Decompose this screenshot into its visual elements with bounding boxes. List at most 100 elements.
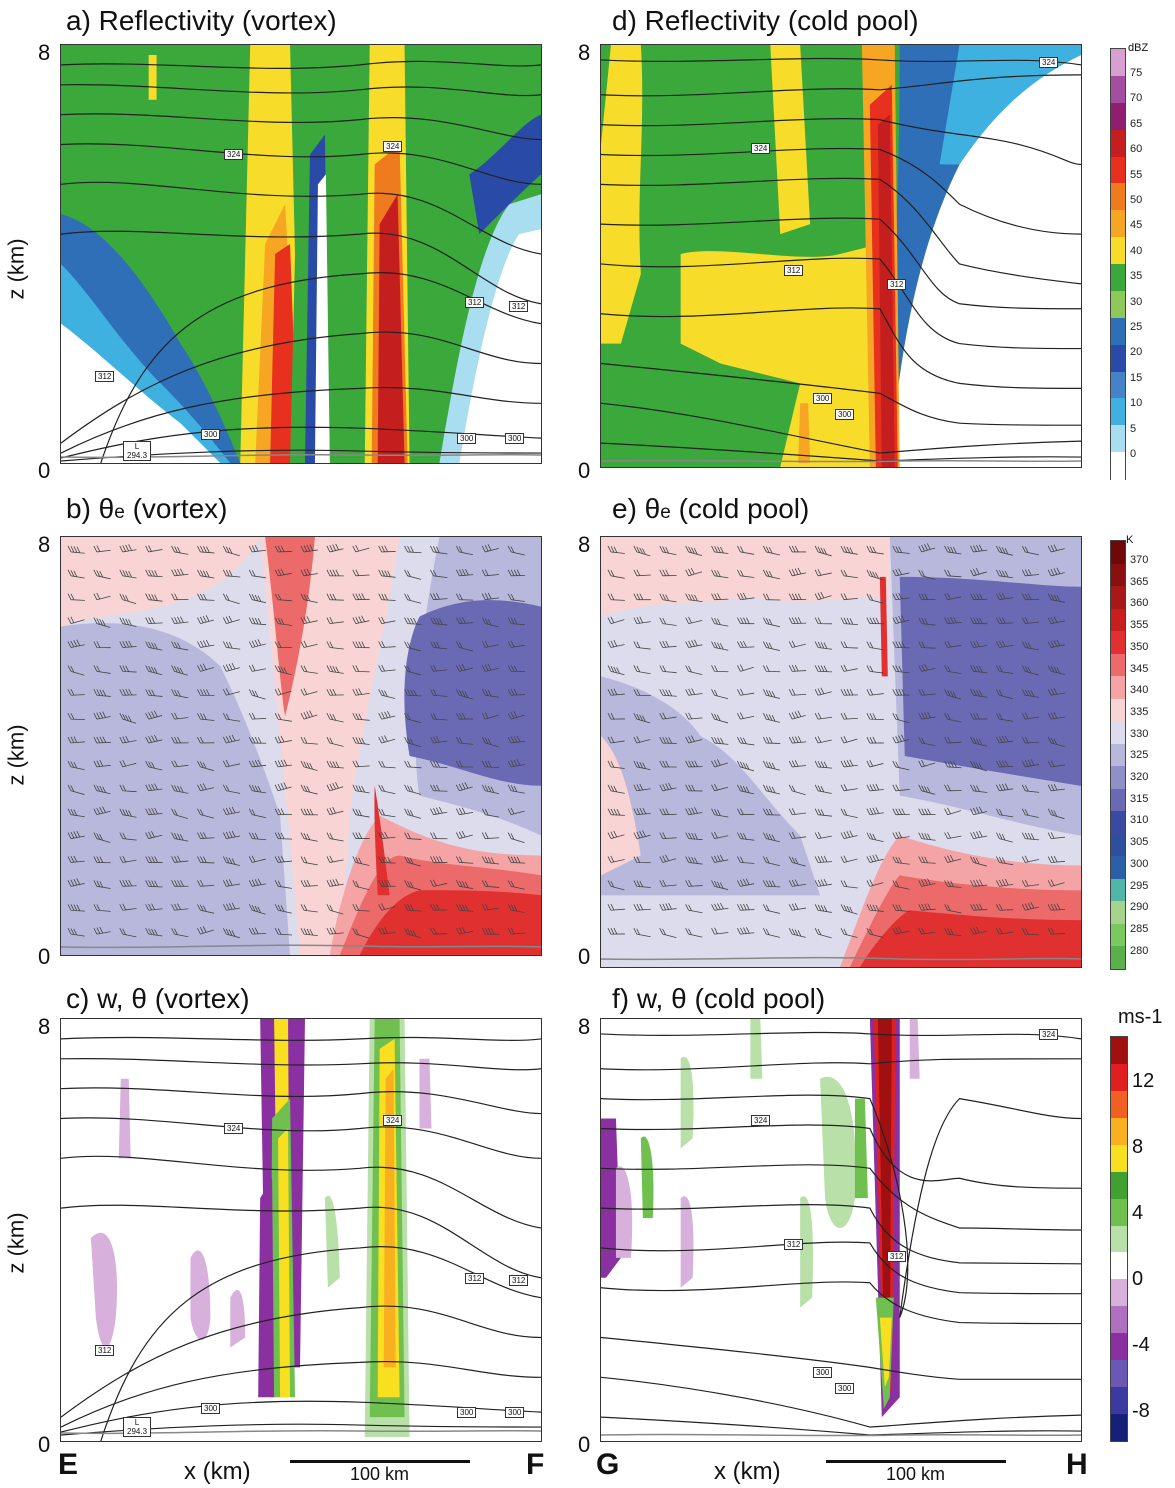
wind-barb bbox=[814, 545, 832, 557]
wind-barb bbox=[607, 855, 625, 863]
wind-barb bbox=[659, 689, 677, 697]
colorbar-segment bbox=[1111, 102, 1125, 131]
wind-barb bbox=[840, 641, 858, 649]
wind-barb bbox=[1021, 832, 1040, 841]
wind-barb bbox=[918, 927, 936, 935]
colorbar-segment bbox=[1111, 586, 1125, 610]
wind-barb bbox=[970, 879, 988, 887]
wind-barb bbox=[119, 544, 137, 553]
panel-c-contour-label: 300 bbox=[201, 1403, 221, 1414]
panel-b-plot bbox=[60, 536, 542, 956]
wind-barb bbox=[430, 617, 448, 626]
wind-barb bbox=[866, 879, 884, 887]
wind-barb bbox=[455, 641, 473, 652]
wind-barb bbox=[430, 927, 448, 935]
wind-barb bbox=[67, 927, 85, 937]
wind-barb bbox=[119, 640, 137, 648]
colorbar-tick-label: 360 bbox=[1130, 597, 1149, 610]
colorbar-tick-label: 285 bbox=[1130, 922, 1149, 935]
wind-barb bbox=[404, 880, 422, 891]
wind-barb bbox=[970, 617, 988, 625]
wind-barb bbox=[685, 760, 703, 768]
wind-barb bbox=[1021, 569, 1040, 577]
wind-barb bbox=[507, 569, 526, 577]
wind-barb bbox=[1047, 808, 1065, 820]
wind-barb bbox=[93, 880, 111, 889]
wind-barb bbox=[685, 880, 703, 887]
wind-barb bbox=[222, 856, 240, 866]
wind-barb bbox=[607, 712, 625, 720]
wind-barb bbox=[840, 712, 858, 720]
wind-barb bbox=[248, 664, 267, 672]
wind-barb bbox=[918, 641, 936, 649]
colorbar-tick-label: 10 bbox=[1130, 397, 1143, 410]
wind-barb bbox=[944, 592, 962, 601]
wind-barb bbox=[788, 640, 806, 648]
low-label-value: 294.3 bbox=[127, 451, 148, 460]
wind-barb bbox=[944, 784, 962, 792]
panel-e-ytick-top: 8 bbox=[578, 532, 591, 557]
wind-barb bbox=[93, 617, 111, 628]
wind-barb bbox=[840, 617, 858, 625]
wind-barb bbox=[222, 569, 241, 578]
colorbar-segment bbox=[1111, 344, 1125, 372]
wind-barb bbox=[970, 567, 987, 577]
colorbar-segment bbox=[1111, 264, 1125, 292]
wind-barb bbox=[378, 880, 396, 887]
wind-barb bbox=[197, 808, 214, 819]
panel-a-title: a) Reflectivity (vortex) bbox=[66, 5, 337, 36]
wind-barb bbox=[274, 759, 292, 768]
wind-barb bbox=[762, 713, 780, 723]
wind-barb bbox=[918, 832, 936, 841]
wind-barb bbox=[67, 545, 85, 554]
endpoint-label-g: G bbox=[596, 1448, 620, 1481]
wind-barb bbox=[944, 854, 962, 863]
wind-barb bbox=[1021, 545, 1039, 556]
wind-barb bbox=[274, 665, 292, 676]
wind-barb bbox=[1047, 903, 1066, 911]
wind-barb bbox=[455, 880, 474, 890]
colorbar-tick-label: 310 bbox=[1130, 814, 1149, 827]
wind-barb bbox=[892, 665, 910, 674]
wind-barb bbox=[607, 545, 625, 554]
wind-barb bbox=[481, 856, 500, 865]
wind-barb bbox=[326, 832, 344, 842]
wind-barb bbox=[892, 926, 910, 935]
wind-barb bbox=[633, 641, 651, 650]
wind-barb bbox=[274, 880, 292, 889]
panel-e-title-sub: e bbox=[660, 502, 671, 523]
wind-barb bbox=[918, 878, 936, 887]
wind-barb bbox=[326, 855, 344, 863]
wind-barb bbox=[892, 856, 910, 865]
wind-barb bbox=[507, 759, 525, 768]
wind-barb bbox=[995, 760, 1014, 768]
colorbar-segment bbox=[1111, 653, 1125, 677]
wind-barb bbox=[326, 593, 344, 601]
wind-barb bbox=[814, 736, 832, 744]
wind-barb bbox=[455, 830, 473, 839]
wind-barb bbox=[737, 927, 755, 935]
wind-barb bbox=[711, 665, 729, 673]
wind-barb bbox=[659, 569, 677, 577]
wind-barb bbox=[67, 616, 85, 624]
wind-barb bbox=[481, 592, 500, 601]
wind-barb bbox=[737, 592, 755, 601]
wind-barb bbox=[866, 641, 884, 651]
wind-barb bbox=[1047, 639, 1065, 648]
panel-a-ytick-bottom: 0 bbox=[38, 458, 51, 483]
wind-barb bbox=[1047, 832, 1066, 839]
wind-barb bbox=[248, 784, 267, 794]
wind-barb bbox=[481, 903, 500, 911]
wind-barb bbox=[274, 808, 293, 816]
wind-barb bbox=[607, 927, 625, 935]
wind-barb bbox=[67, 760, 85, 770]
wind-barb bbox=[1047, 665, 1065, 675]
wind-barb bbox=[814, 904, 832, 913]
wind-barb bbox=[659, 854, 677, 863]
wind-barb bbox=[866, 593, 884, 604]
wind-barb bbox=[995, 904, 1014, 911]
panel-a-contour-label: 300 bbox=[457, 433, 477, 444]
wind-barb bbox=[197, 689, 215, 696]
colorbar-tick-label: 8 bbox=[1132, 1136, 1144, 1158]
wind-barb bbox=[171, 832, 189, 842]
